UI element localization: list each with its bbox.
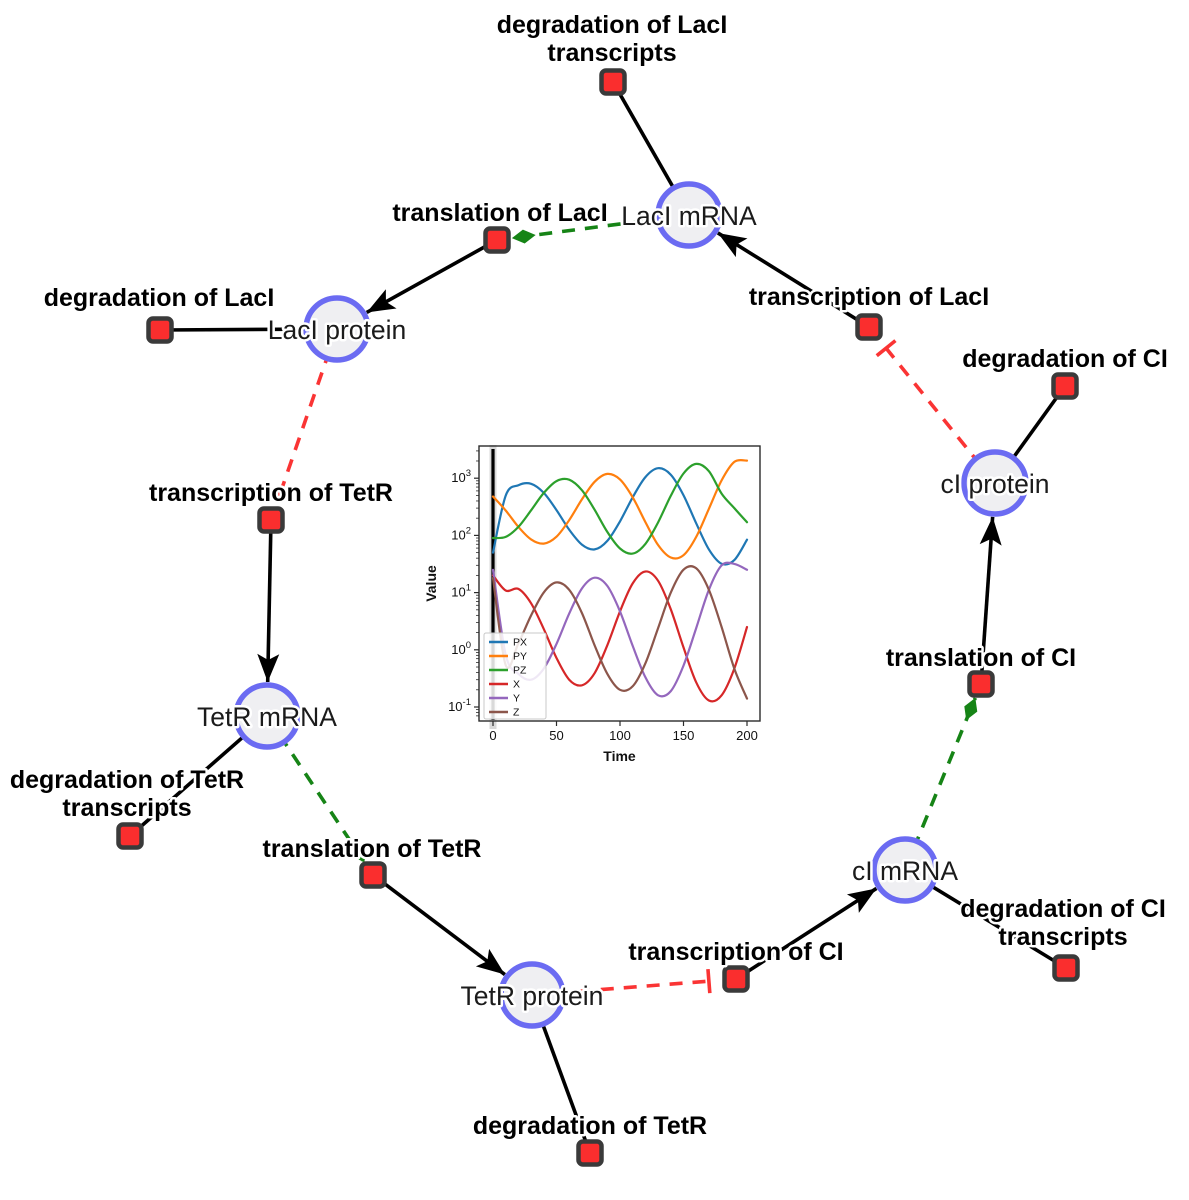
chart-xlabel: Time xyxy=(603,748,636,764)
reaction-label-transl_tetr-line0: translation of TetR xyxy=(263,835,482,863)
reaction-label-deg_ci-line0: degradation of CI xyxy=(962,345,1168,373)
chart-series-PZ xyxy=(491,462,749,555)
edge-product-transl_tetr-to-tetr_protein xyxy=(371,873,506,976)
species-label-laci_protein: LacI protein xyxy=(268,315,406,345)
chart-x-tick-label: 150 xyxy=(673,728,695,743)
chart-y-tick-label-10e1: 101 xyxy=(451,583,471,600)
reaction-label-transcr_laci-line0: transcription of LacI xyxy=(749,283,989,311)
reaction-label-transcr_ci-line0: transcription of CI xyxy=(628,938,843,966)
species-nodes-layer: LacI mRNA LacI protein TetR mRNA TetR prote… xyxy=(195,181,1052,1029)
reaction-node-deg_tetr xyxy=(576,1139,604,1167)
reaction-nodes-layer: degradation of LacItranscriptstranslatio… xyxy=(7,9,1170,1167)
reaction-node-deg_laci_tx xyxy=(599,68,627,96)
inset-chart: 0 50 100 150 20010-1100101102103TimeValuePXP… xyxy=(423,445,761,764)
reaction-label-transcr_tetr-line0: transcription of TetR xyxy=(149,479,393,507)
reaction-label-transl_ci-line0: translation of CI xyxy=(886,644,1076,672)
reaction-node-transl_tetr xyxy=(359,861,387,889)
reaction-node-deg_tetr_tx xyxy=(116,822,144,850)
chart-series-PX xyxy=(491,467,749,566)
species-node-laci_mrna xyxy=(655,181,723,249)
reaction-label-transl_laci-line0: translation of LacI xyxy=(392,199,607,227)
species-node-tetr_mrna xyxy=(233,682,301,750)
chart-x-tick-label: 0 xyxy=(489,728,496,743)
edge-product-transcr_laci-to-laci_mrna xyxy=(716,231,870,329)
legend-label-PY: PY xyxy=(513,651,527,663)
reaction-node-transcr_laci xyxy=(855,313,883,341)
species-label-ci_protein: cI protein xyxy=(940,469,1049,499)
legend-label-Y: Y xyxy=(513,693,520,705)
species-node-laci_protein xyxy=(303,295,371,363)
reaction-label-deg_tetr_tx-line1: transcripts xyxy=(62,794,191,822)
reaction-node-deg_ci xyxy=(1051,372,1079,400)
legend-label-X: X xyxy=(513,679,520,691)
reaction-node-transcr_tetr xyxy=(257,506,285,534)
reaction-node-deg_ci_tx xyxy=(1052,954,1080,982)
chart-x-tick-label: 100 xyxy=(609,728,631,743)
reaction-node-transl_ci xyxy=(967,670,995,698)
species-node-ci_mrna xyxy=(871,836,939,904)
chart-series-Z xyxy=(491,565,749,700)
reaction-label-deg_laci-line0: degradation of LacI xyxy=(44,284,275,312)
species-node-ci_protein xyxy=(961,449,1029,517)
species-label-ci_mrna: cI mRNA xyxy=(852,856,958,886)
reaction-label-deg_ci_tx-line0: degradation of CI xyxy=(960,895,1166,923)
reaction-label-deg_tetr-line0: degradation of TetR xyxy=(473,1112,707,1140)
chart-x-tick-label: 50 xyxy=(549,728,563,743)
reaction-node-deg_laci xyxy=(146,316,174,344)
reaction-label-deg_laci_tx-line0: degradation of LacI xyxy=(497,11,728,39)
chart-y-tick-label-10e3: 103 xyxy=(451,468,471,485)
chart-y-tick-label-10e0: 100 xyxy=(451,640,471,657)
species-label-laci_mrna: LacI mRNA xyxy=(621,201,757,231)
legend-label-Z: Z xyxy=(513,707,520,719)
edge-product-transl_ci-to-ci_protein xyxy=(979,516,1002,685)
chart-x-tick-label: 200 xyxy=(736,728,758,743)
reaction-label-deg_ci_tx-line1: transcripts xyxy=(998,923,1127,951)
chart-y-tick-label-10e-1: 10-1 xyxy=(448,697,471,714)
legend-label-PX: PX xyxy=(513,637,527,649)
edge-product-transcr_tetr-to-tetr_mrna xyxy=(257,519,280,683)
legend-label-PZ: PZ xyxy=(513,665,527,677)
species-label-tetr_mrna: TetR mRNA xyxy=(197,702,337,732)
reaction-node-transcr_ci xyxy=(722,965,750,993)
chart-y-tick-label-10e2: 102 xyxy=(451,525,471,542)
chart-ylabel: Value xyxy=(423,565,439,602)
reaction-label-deg_laci_tx-line1: transcripts xyxy=(547,39,676,67)
edge-product-transcr_ci-to-ci_mrna xyxy=(735,886,878,981)
reaction-label-deg_tetr_tx-line0: degradation of TetR xyxy=(10,766,244,794)
edge-product-transl_laci-to-laci_protein xyxy=(365,238,498,315)
reaction-node-transl_laci xyxy=(483,226,511,254)
species-node-tetr_protein xyxy=(498,961,566,1029)
species-label-tetr_protein: TetR protein xyxy=(461,981,604,1011)
chart-legend: PX PY PZ XYZ xyxy=(483,632,547,720)
chart-series-PY xyxy=(491,458,749,560)
